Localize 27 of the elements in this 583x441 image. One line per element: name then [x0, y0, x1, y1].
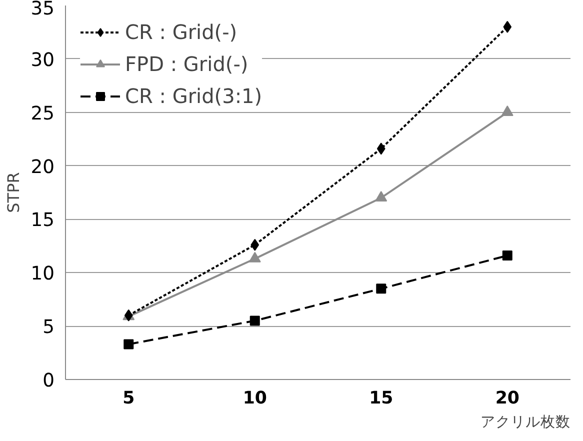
y-tick-label: 0 [42, 370, 55, 392]
point [248, 252, 261, 262]
y-tick-label: 30 [30, 50, 55, 71]
y-axis-title: STPR [4, 172, 23, 213]
point [376, 284, 386, 294]
point [250, 238, 260, 251]
x-tick-label: 10 [242, 388, 267, 408]
y-tick-label: 25 [30, 103, 55, 124]
y-tick-label: 20 [30, 156, 55, 178]
x-axis-title: アクリル枚数 [480, 414, 570, 430]
legend-label: CR : Grid(3:1) [125, 84, 262, 108]
y-tick-label: 10 [30, 264, 55, 285]
legend-label: CR : Grid(-) [125, 20, 238, 44]
point [250, 316, 260, 326]
x-tick-label: 5 [122, 388, 135, 408]
point [501, 106, 514, 116]
y-tick-label: 5 [42, 317, 55, 338]
point [375, 190, 388, 202]
legend-label: FPD : Grid(-) [125, 52, 248, 76]
x-tick-label: 15 [369, 388, 394, 408]
point [376, 142, 386, 155]
y-tick-label: 35 [30, 0, 55, 20]
point [124, 339, 134, 350]
x-tick-label: 20 [495, 388, 520, 408]
point [503, 20, 512, 33]
point [502, 250, 512, 261]
y-tick-label: 15 [30, 210, 55, 232]
